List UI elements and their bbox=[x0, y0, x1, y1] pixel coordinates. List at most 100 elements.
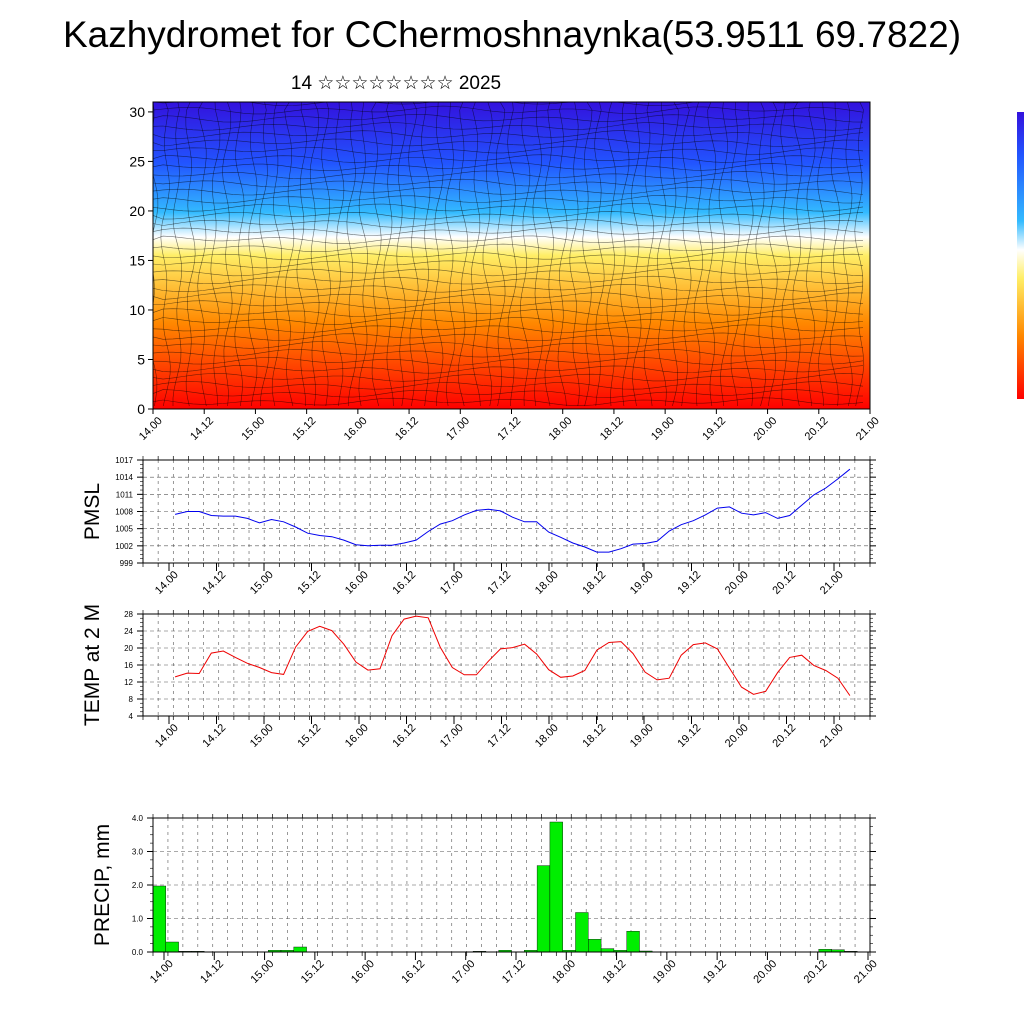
x-tick-label: 14.12 bbox=[200, 722, 228, 750]
precip-panel: 0.0 1.0 2.0 3.0 4.0 14.00 14.12 15.00 15.12 16.00… bbox=[91, 814, 880, 986]
x-tick-label: 21.00 bbox=[818, 722, 846, 750]
x-tick-label: 18.12 bbox=[600, 958, 628, 986]
x-tick-label: 18.00 bbox=[533, 569, 561, 597]
x-tick-label: 14.12 bbox=[188, 415, 216, 443]
x-tick-label: 18.00 bbox=[533, 722, 561, 750]
x-tick-label: 14.12 bbox=[198, 958, 226, 986]
x-tick-label: 17.00 bbox=[438, 569, 466, 597]
x-tick-label: 20.12 bbox=[770, 722, 798, 750]
series-line bbox=[174, 468, 851, 553]
precip-bar bbox=[549, 821, 563, 953]
y-tick-label: 1014 bbox=[115, 473, 133, 482]
x-tick-label: 15.12 bbox=[295, 569, 323, 597]
wind-field bbox=[153, 102, 865, 407]
precip-bar bbox=[152, 885, 167, 953]
chart-title: Kazhydromet for CChermoshnaynka(53.9511 … bbox=[62, 14, 962, 55]
x-tick-label: 20.00 bbox=[723, 722, 751, 750]
x-tick-label: 15.00 bbox=[248, 569, 276, 597]
precip-bar bbox=[575, 912, 589, 953]
x-tick-label: 17.12 bbox=[485, 569, 513, 597]
x-tick-label: 20.00 bbox=[751, 958, 779, 986]
x-tick-label: 19.12 bbox=[675, 722, 703, 750]
precip-bar bbox=[293, 946, 307, 953]
colorbar-strip bbox=[1017, 112, 1024, 399]
x-tick-label: 19.12 bbox=[701, 958, 729, 986]
x-tick-label: 20.12 bbox=[803, 415, 831, 443]
x-tick-label: 18.00 bbox=[550, 958, 578, 986]
y-tick-label: 30 bbox=[129, 104, 145, 120]
x-tick-label: 16.12 bbox=[399, 958, 427, 986]
x-tick-label: 18.12 bbox=[580, 569, 608, 597]
x-tick-label: 16.00 bbox=[343, 569, 371, 597]
y-tick-label: 20 bbox=[129, 203, 145, 219]
series-line bbox=[174, 615, 851, 696]
precip-bar bbox=[536, 865, 551, 953]
y-tick-label: 24 bbox=[124, 627, 133, 636]
precip-bar bbox=[165, 941, 179, 953]
x-tick-label: 16.00 bbox=[342, 415, 370, 443]
x-tick-label: 14.00 bbox=[153, 569, 181, 597]
x-tick-label: 15.00 bbox=[239, 415, 267, 443]
x-tick-label: 14.00 bbox=[148, 958, 176, 986]
y-tick-label: 1011 bbox=[116, 490, 134, 499]
x-tick-label: 19.00 bbox=[649, 415, 677, 443]
colorbar bbox=[1017, 112, 1024, 399]
x-tick-label: 21.00 bbox=[854, 415, 882, 443]
x-tick-label: 15.12 bbox=[295, 722, 323, 750]
y-tick-label: 28 bbox=[124, 610, 133, 619]
x-tick-label: 16.00 bbox=[349, 958, 377, 986]
x-tick-label: 17.00 bbox=[438, 722, 466, 750]
chart-subtitle: 14 ☆☆☆☆☆☆☆☆ 2025 bbox=[290, 73, 502, 94]
y-tick-label: 1002 bbox=[115, 542, 133, 551]
y-tick-label: 4.0 bbox=[132, 814, 144, 823]
y-tick-label: 3.0 bbox=[132, 848, 144, 857]
x-tick-label: 20.12 bbox=[802, 958, 830, 986]
y-tick-label: 25 bbox=[129, 153, 145, 169]
x-tick-label: 16.12 bbox=[393, 415, 421, 443]
x-tick-label: 19.00 bbox=[628, 722, 656, 750]
y-tick-label: 0.0 bbox=[132, 948, 144, 957]
x-tick-label: 15.12 bbox=[291, 415, 319, 443]
x-tick-label: 16.12 bbox=[390, 569, 418, 597]
y-tick-label: 1017 bbox=[115, 456, 133, 465]
x-tick-label: 19.12 bbox=[700, 415, 728, 443]
x-tick-label: 17.00 bbox=[444, 415, 472, 443]
y-tick-label: 12 bbox=[124, 678, 133, 687]
precip-bar bbox=[600, 948, 615, 953]
y-tick-label: 5 bbox=[137, 351, 145, 367]
precip-bar bbox=[626, 931, 640, 953]
precip-bar bbox=[588, 939, 602, 953]
x-tick-label: 20.00 bbox=[751, 415, 779, 443]
x-tick-label: 15.12 bbox=[299, 958, 327, 986]
x-tick-label: 17.12 bbox=[495, 415, 523, 443]
y-tick-label: 999 bbox=[120, 559, 134, 568]
x-tick-label: 14.12 bbox=[200, 569, 228, 597]
x-tick-label: 18.12 bbox=[580, 722, 608, 750]
x-tick-label: 20.12 bbox=[770, 569, 798, 597]
y-tick-label: 1.0 bbox=[132, 915, 144, 924]
y-tick-label: 20 bbox=[124, 644, 133, 653]
x-tick-label: 17.12 bbox=[500, 958, 528, 986]
x-tick-label: 21.00 bbox=[818, 569, 846, 597]
y-tick-label: 8 bbox=[129, 695, 134, 704]
x-tick-label: 17.12 bbox=[485, 722, 513, 750]
x-tick-label: 19.00 bbox=[628, 569, 656, 597]
x-tick-label: 21.00 bbox=[852, 958, 880, 986]
temp-panel: 4 8 12 16 20 24 28 14.00 14.12 15.00 15.12 16.00 16.… bbox=[81, 604, 876, 750]
x-tick-label: 16.00 bbox=[343, 722, 371, 750]
x-tick-label: 20.00 bbox=[723, 569, 751, 597]
heatmap-field bbox=[153, 102, 870, 409]
y-tick-label: 2.0 bbox=[132, 881, 144, 890]
x-tick-label: 14.00 bbox=[137, 415, 165, 443]
x-tick-label: 14.00 bbox=[153, 722, 181, 750]
x-tick-label: 16.12 bbox=[390, 722, 418, 750]
y-tick-label: 10 bbox=[129, 302, 145, 318]
x-tick-label: 18.00 bbox=[547, 415, 575, 443]
pmsl-panel: 999 1002 1005 1008 1011 1014 1017 14.00 14.12 15.… bbox=[81, 456, 876, 597]
y-tick-label: 4 bbox=[129, 712, 134, 721]
y-tick-label: 15 bbox=[129, 252, 145, 268]
x-tick-label: 18.12 bbox=[598, 415, 626, 443]
x-tick-label: 19.00 bbox=[651, 958, 679, 986]
y-axis-label: TEMP at 2 M bbox=[81, 604, 104, 726]
